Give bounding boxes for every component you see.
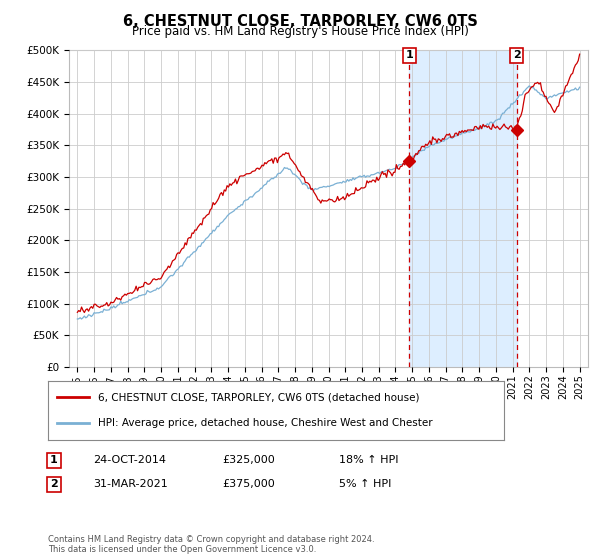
Text: 6, CHESTNUT CLOSE, TARPORLEY, CW6 0TS (detached house): 6, CHESTNUT CLOSE, TARPORLEY, CW6 0TS (d… <box>98 392 419 402</box>
Text: 1: 1 <box>406 50 413 60</box>
Text: Contains HM Land Registry data © Crown copyright and database right 2024.
This d: Contains HM Land Registry data © Crown c… <box>48 535 374 554</box>
Text: £325,000: £325,000 <box>222 455 275 465</box>
Text: 1: 1 <box>50 455 58 465</box>
Text: 18% ↑ HPI: 18% ↑ HPI <box>339 455 398 465</box>
Text: HPI: Average price, detached house, Cheshire West and Chester: HPI: Average price, detached house, Ches… <box>98 418 433 428</box>
Text: 2: 2 <box>513 50 521 60</box>
Text: 5% ↑ HPI: 5% ↑ HPI <box>339 479 391 489</box>
Text: 2: 2 <box>50 479 58 489</box>
Text: £375,000: £375,000 <box>222 479 275 489</box>
Text: 24-OCT-2014: 24-OCT-2014 <box>93 455 166 465</box>
Text: 6, CHESTNUT CLOSE, TARPORLEY, CW6 0TS: 6, CHESTNUT CLOSE, TARPORLEY, CW6 0TS <box>122 14 478 29</box>
Text: Price paid vs. HM Land Registry's House Price Index (HPI): Price paid vs. HM Land Registry's House … <box>131 25 469 38</box>
Bar <box>409 50 517 367</box>
Text: 31-MAR-2021: 31-MAR-2021 <box>93 479 168 489</box>
